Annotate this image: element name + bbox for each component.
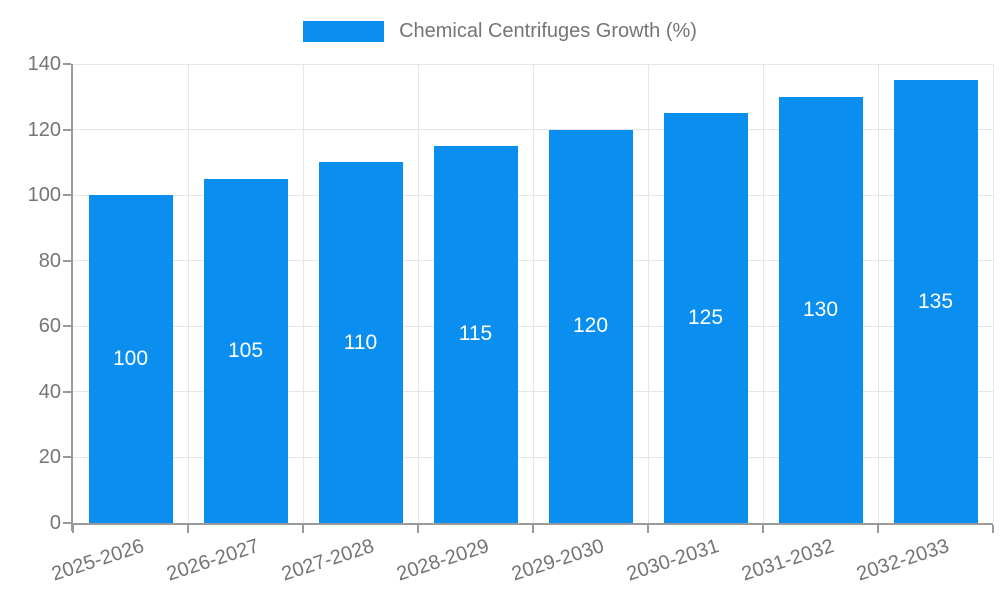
- v-gridline: [762, 64, 764, 523]
- y-axis-tick: [63, 325, 71, 328]
- y-axis-tick: [63, 259, 71, 262]
- x-axis-tick: [877, 525, 879, 533]
- legend[interactable]: Chemical Centrifuges Growth (%): [0, 20, 1000, 43]
- x-axis-tick: [762, 525, 764, 533]
- v-gridline: [302, 64, 304, 523]
- x-axis-label: 2032-2033: [853, 535, 952, 586]
- y-axis-tick: [63, 522, 71, 524]
- x-axis-tick: [992, 525, 994, 533]
- y-axis-label: 80: [38, 249, 61, 272]
- x-axis-label: 2029-2030: [508, 535, 607, 586]
- bar: 105: [203, 178, 288, 523]
- legend-label: Chemical Centrifuges Growth (%): [399, 20, 697, 42]
- x-axis-label: 2026-2027: [163, 535, 262, 586]
- v-gridline: [532, 64, 534, 523]
- x-axis-tick: [302, 525, 304, 533]
- v-gridline: [877, 64, 879, 523]
- v-gridline: [417, 64, 419, 523]
- bar-value-label: 115: [458, 322, 493, 346]
- legend-swatch: [303, 21, 385, 42]
- v-gridline: [187, 64, 189, 523]
- bar: 120: [548, 129, 633, 523]
- y-axis-label: 120: [27, 118, 61, 141]
- y-axis-tick: [63, 128, 71, 131]
- bar: 110: [318, 162, 403, 523]
- x-axis-tick: [72, 525, 74, 533]
- x-axis-label: 2030-2031: [623, 535, 722, 586]
- bar: 100: [88, 195, 173, 523]
- y-axis-label: 60: [38, 315, 61, 338]
- x-axis-label: 2027-2028: [278, 535, 377, 586]
- y-axis-label: 40: [38, 380, 61, 403]
- bar-value-label: 135: [917, 289, 954, 313]
- y-axis-tick: [63, 63, 71, 65]
- bar-value-label: 100: [112, 347, 149, 371]
- bar-value-label: 110: [343, 330, 378, 354]
- x-axis-tick: [647, 525, 649, 533]
- v-gridline: [992, 64, 994, 523]
- plot-area: 0 20 40 60 80 100 120 140 100 105 110 115 120 125 130 1…: [28, 54, 994, 585]
- y-axis-label: 20: [38, 446, 61, 469]
- bar-value-label: 125: [687, 306, 724, 330]
- bar-value-label: 105: [227, 338, 264, 362]
- y-axis-tick: [63, 390, 71, 393]
- bar: 115: [433, 145, 518, 523]
- x-axis-tick: [532, 525, 534, 533]
- bar: 130: [778, 96, 863, 523]
- y-axis-label: 0: [49, 512, 61, 534]
- bar: 125: [663, 113, 748, 523]
- y-axis-label: 140: [27, 53, 61, 75]
- bar-value-label: 130: [802, 297, 839, 321]
- v-gridline: [647, 64, 649, 523]
- x-axis-tick: [187, 525, 189, 533]
- x-axis-tick: [417, 525, 419, 533]
- bar-value-label: 120: [572, 314, 609, 338]
- x-axis-label: 2031-2032: [738, 535, 837, 586]
- y-axis-tick: [63, 194, 71, 197]
- x-axis-label: 2025-2026: [48, 535, 147, 586]
- y-axis-label: 100: [27, 184, 61, 207]
- x-axis-label: 2028-2029: [393, 535, 492, 586]
- x-axis-line: [71, 523, 993, 525]
- bar: 135: [893, 80, 978, 523]
- y-axis-line: [71, 64, 73, 531]
- y-axis-tick: [63, 456, 71, 459]
